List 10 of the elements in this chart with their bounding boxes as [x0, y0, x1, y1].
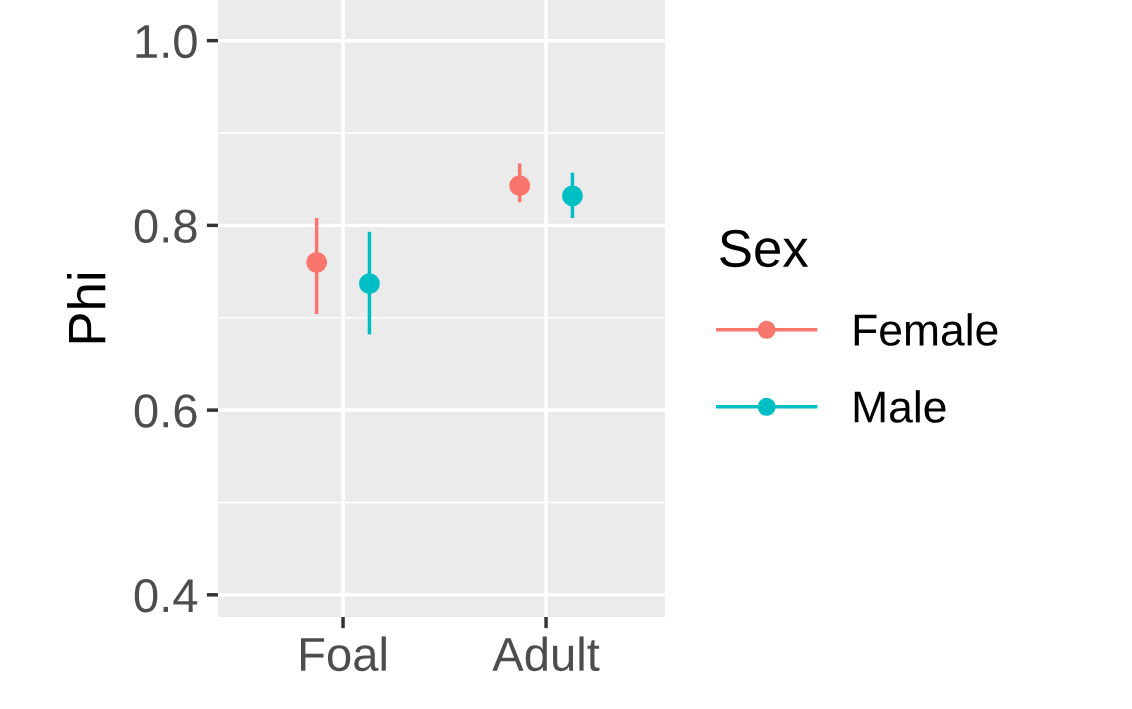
y-tick-label: 0.6 [134, 394, 197, 428]
legend-label: Male [854, 390, 946, 423]
y-tick-label: 0.4 [134, 578, 198, 613]
y-axis-title: Phi [67, 273, 106, 343]
legend-label: Female [854, 313, 998, 346]
legend-title: Sex [720, 229, 809, 268]
x-tick-label: Foal [300, 636, 386, 672]
y-tick-label: 1.0 [136, 24, 197, 59]
x-tick-label: Adult [492, 636, 600, 672]
y-tick-label: 0.8 [134, 209, 197, 243]
